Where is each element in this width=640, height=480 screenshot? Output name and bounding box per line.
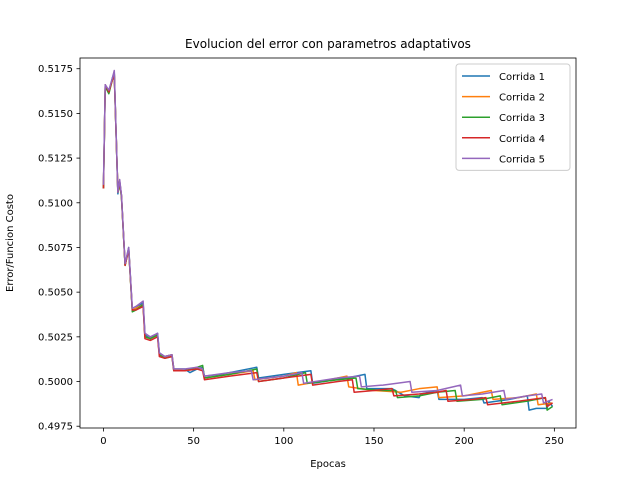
x-axis: 0 50 100 150 200 250	[100, 428, 564, 447]
y-tick-label: 0.5000	[38, 377, 73, 388]
legend-label-4: Corrida 4	[499, 134, 545, 145]
y-tick-label: 0.5100	[38, 198, 73, 209]
legend-label-3: Corrida 3	[499, 113, 545, 124]
x-tick-label: 250	[545, 436, 564, 447]
y-tick-label: 0.4975	[38, 422, 73, 433]
y-tick-label: 0.5125	[38, 154, 73, 165]
x-tick-label: 100	[274, 436, 293, 447]
legend-label-1: Corrida 1	[499, 72, 545, 83]
y-tick-label: 0.5150	[38, 109, 73, 120]
x-tick-label: 150	[364, 436, 383, 447]
y-tick-label: 0.5075	[38, 243, 73, 254]
y-tick-label: 0.5050	[38, 288, 73, 299]
legend-label-2: Corrida 2	[499, 93, 545, 104]
series-line-5	[102, 69, 553, 404]
series-layer	[102, 69, 554, 411]
y-axis: 0.4975 0.5000 0.5025 0.5050 0.5075 0.5100 0.51…	[38, 64, 80, 433]
chart-title: Evolucion del error con parametros adapt…	[185, 37, 471, 51]
x-tick-label: 0	[100, 436, 106, 447]
legend-box	[455, 63, 571, 171]
x-tick-label: 50	[187, 436, 200, 447]
y-tick-label: 0.5025	[38, 332, 73, 343]
y-axis-label: Error/Funcion Costo	[5, 194, 16, 292]
y-tick-label: 0.5175	[38, 64, 73, 75]
x-axis-label: Epocas	[310, 459, 346, 470]
legend: Corrida 1 Corrida 2 Corrida 3 Corrida 4 Corr…	[455, 63, 571, 171]
legend-label-5: Corrida 5	[499, 154, 545, 165]
plot-frame	[79, 57, 577, 429]
x-tick-label: 200	[455, 436, 474, 447]
